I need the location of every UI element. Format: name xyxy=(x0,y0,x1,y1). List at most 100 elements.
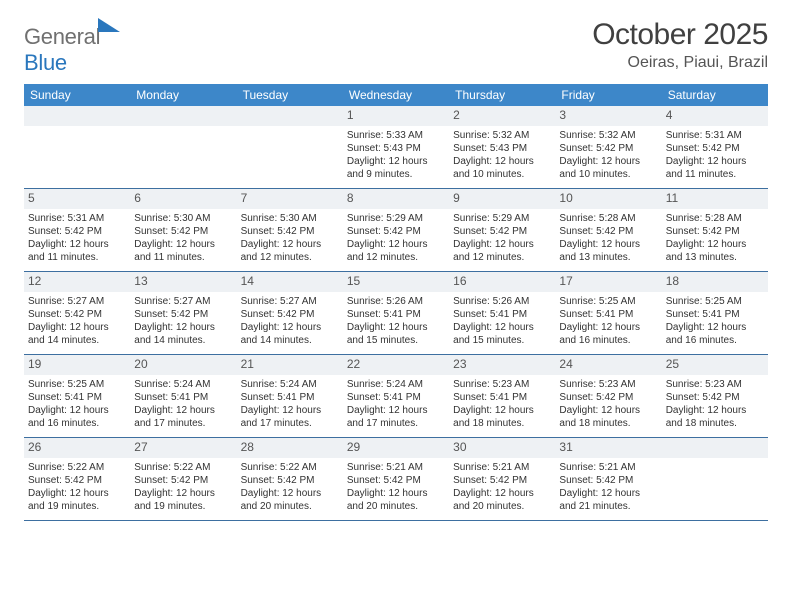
day-number: 16 xyxy=(453,274,466,288)
day-detail-line: Sunrise: 5:22 AM xyxy=(241,461,339,474)
day-number: 24 xyxy=(559,357,572,371)
day-cell xyxy=(24,106,130,188)
day-cell: 19Sunrise: 5:25 AMSunset: 5:41 PMDayligh… xyxy=(24,355,130,437)
day-cell: 25Sunrise: 5:23 AMSunset: 5:42 PMDayligh… xyxy=(662,355,768,437)
day-detail-line: and 15 minutes. xyxy=(453,334,551,347)
day-number: 13 xyxy=(134,274,147,288)
day-detail-line: Daylight: 12 hours xyxy=(28,487,126,500)
day-detail-line: and 16 minutes. xyxy=(559,334,657,347)
day-detail-line: Sunrise: 5:23 AM xyxy=(559,378,657,391)
week-row: 1Sunrise: 5:33 AMSunset: 5:43 PMDaylight… xyxy=(24,106,768,189)
day-detail-line: Sunrise: 5:22 AM xyxy=(28,461,126,474)
day-number: 20 xyxy=(134,357,147,371)
day-cell: 31Sunrise: 5:21 AMSunset: 5:42 PMDayligh… xyxy=(555,438,661,520)
daynum-strip: 31 xyxy=(555,438,661,458)
day-detail-line: Sunrise: 5:29 AM xyxy=(347,212,445,225)
day-detail-line: and 17 minutes. xyxy=(347,417,445,430)
day-detail-line: and 12 minutes. xyxy=(347,251,445,264)
week-row: 5Sunrise: 5:31 AMSunset: 5:42 PMDaylight… xyxy=(24,189,768,272)
day-number: 3 xyxy=(559,108,566,122)
day-detail-line: and 10 minutes. xyxy=(453,168,551,181)
day-detail-line: and 10 minutes. xyxy=(559,168,657,181)
day-detail-line: and 19 minutes. xyxy=(134,500,232,513)
day-detail-line: and 18 minutes. xyxy=(453,417,551,430)
daynum-strip xyxy=(130,106,236,126)
daynum-strip: 25 xyxy=(662,355,768,375)
day-detail-line: Sunrise: 5:26 AM xyxy=(347,295,445,308)
day-number: 4 xyxy=(666,108,673,122)
daynum-strip: 7 xyxy=(237,189,343,209)
day-detail-line: Sunset: 5:42 PM xyxy=(453,225,551,238)
day-detail-line: Sunrise: 5:27 AM xyxy=(28,295,126,308)
day-detail-line: Sunrise: 5:26 AM xyxy=(453,295,551,308)
day-detail-line: and 9 minutes. xyxy=(347,168,445,181)
day-detail-line: Sunset: 5:42 PM xyxy=(559,142,657,155)
week-row: 26Sunrise: 5:22 AMSunset: 5:42 PMDayligh… xyxy=(24,438,768,521)
dow-cell: Tuesday xyxy=(237,84,343,106)
day-detail-line: Daylight: 12 hours xyxy=(241,321,339,334)
day-detail-line: Daylight: 12 hours xyxy=(241,238,339,251)
day-detail-line: Daylight: 12 hours xyxy=(28,238,126,251)
day-cell: 5Sunrise: 5:31 AMSunset: 5:42 PMDaylight… xyxy=(24,189,130,271)
day-detail-line: Daylight: 12 hours xyxy=(453,155,551,168)
day-detail-line: and 20 minutes. xyxy=(241,500,339,513)
daynum-strip: 11 xyxy=(662,189,768,209)
day-detail-line: Daylight: 12 hours xyxy=(453,321,551,334)
day-detail-line: Sunset: 5:42 PM xyxy=(241,225,339,238)
day-cell: 20Sunrise: 5:24 AMSunset: 5:41 PMDayligh… xyxy=(130,355,236,437)
day-cell: 21Sunrise: 5:24 AMSunset: 5:41 PMDayligh… xyxy=(237,355,343,437)
day-detail-line: Sunset: 5:42 PM xyxy=(453,474,551,487)
day-cell: 16Sunrise: 5:26 AMSunset: 5:41 PMDayligh… xyxy=(449,272,555,354)
day-number: 17 xyxy=(559,274,572,288)
day-detail-line: Sunrise: 5:25 AM xyxy=(28,378,126,391)
daynum-strip: 12 xyxy=(24,272,130,292)
day-detail-line: Sunrise: 5:25 AM xyxy=(666,295,764,308)
day-detail-line: Daylight: 12 hours xyxy=(666,321,764,334)
day-number: 22 xyxy=(347,357,360,371)
daynum-strip: 15 xyxy=(343,272,449,292)
month-title: October 2025 xyxy=(592,18,768,52)
page-header: General Blue October 2025 Oeiras, Piaui,… xyxy=(24,18,768,76)
day-detail-line: Daylight: 12 hours xyxy=(666,404,764,417)
day-detail-line: Daylight: 12 hours xyxy=(134,238,232,251)
day-detail-line: Sunrise: 5:24 AM xyxy=(241,378,339,391)
day-cell xyxy=(130,106,236,188)
day-detail-line: and 14 minutes. xyxy=(134,334,232,347)
day-number: 18 xyxy=(666,274,679,288)
day-detail-line: Sunrise: 5:21 AM xyxy=(559,461,657,474)
day-cell: 15Sunrise: 5:26 AMSunset: 5:41 PMDayligh… xyxy=(343,272,449,354)
day-detail-line: Daylight: 12 hours xyxy=(559,155,657,168)
day-detail-line: Sunset: 5:42 PM xyxy=(241,308,339,321)
day-detail-line: Sunset: 5:42 PM xyxy=(666,225,764,238)
day-number: 12 xyxy=(28,274,41,288)
day-detail-line: Daylight: 12 hours xyxy=(241,404,339,417)
daynum-strip: 17 xyxy=(555,272,661,292)
day-number: 29 xyxy=(347,440,360,454)
day-detail-line: Sunset: 5:41 PM xyxy=(453,391,551,404)
day-detail-line: and 13 minutes. xyxy=(559,251,657,264)
daynum-strip: 24 xyxy=(555,355,661,375)
day-detail-line: Sunrise: 5:32 AM xyxy=(559,129,657,142)
day-detail-line: and 11 minutes. xyxy=(134,251,232,264)
calendar-grid: SundayMondayTuesdayWednesdayThursdayFrid… xyxy=(24,84,768,521)
day-detail-line: Sunset: 5:41 PM xyxy=(666,308,764,321)
daynum-strip: 1 xyxy=(343,106,449,126)
day-detail-line: and 15 minutes. xyxy=(347,334,445,347)
day-number: 28 xyxy=(241,440,254,454)
day-detail-line: Sunset: 5:43 PM xyxy=(453,142,551,155)
day-detail-line: Daylight: 12 hours xyxy=(666,155,764,168)
day-detail-line: and 20 minutes. xyxy=(453,500,551,513)
day-cell: 14Sunrise: 5:27 AMSunset: 5:42 PMDayligh… xyxy=(237,272,343,354)
day-cell: 24Sunrise: 5:23 AMSunset: 5:42 PMDayligh… xyxy=(555,355,661,437)
day-cell: 28Sunrise: 5:22 AMSunset: 5:42 PMDayligh… xyxy=(237,438,343,520)
day-detail-line: Sunrise: 5:28 AM xyxy=(666,212,764,225)
day-detail-line: Sunset: 5:41 PM xyxy=(559,308,657,321)
daynum-strip: 21 xyxy=(237,355,343,375)
day-detail-line: Daylight: 12 hours xyxy=(134,404,232,417)
day-detail-line: and 11 minutes. xyxy=(666,168,764,181)
daynum-strip: 13 xyxy=(130,272,236,292)
day-detail-line: Sunrise: 5:33 AM xyxy=(347,129,445,142)
day-detail-line: Sunrise: 5:28 AM xyxy=(559,212,657,225)
day-cell: 12Sunrise: 5:27 AMSunset: 5:42 PMDayligh… xyxy=(24,272,130,354)
triangle-icon xyxy=(98,18,120,32)
